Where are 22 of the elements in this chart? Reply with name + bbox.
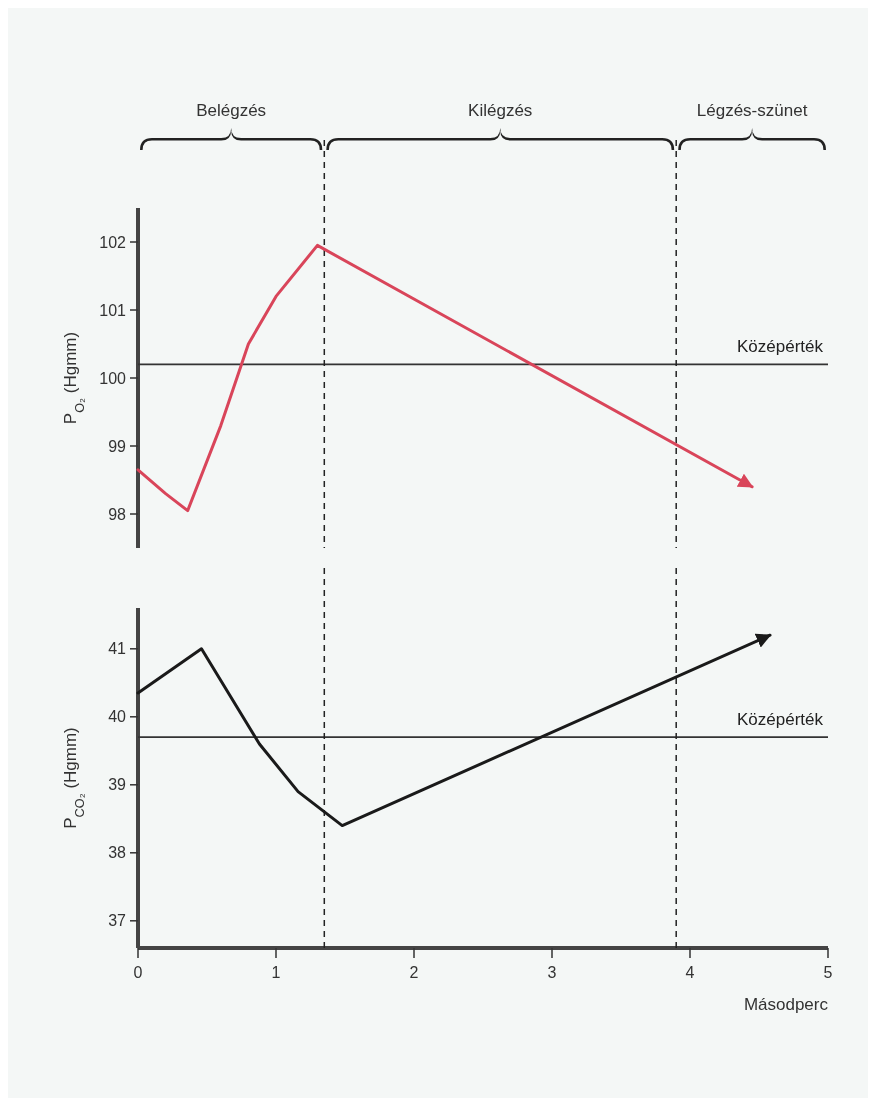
y-tick-label: 99 (108, 437, 127, 455)
x-tick-label: 5 (823, 964, 833, 981)
x-tick-label: 1 (271, 964, 281, 981)
x-tick-label: 3 (547, 964, 557, 981)
y-tick-label: 40 (108, 708, 127, 726)
y-tick-label: 100 (99, 369, 127, 387)
text: Légzés-szünet (696, 101, 808, 120)
y-tick-label: 39 (108, 776, 127, 794)
y-tick-label: 101 (99, 301, 127, 319)
x-tick-label: 4 (685, 964, 695, 981)
ref-line-label: Középérték (737, 337, 824, 357)
x-tick-label: 0 (133, 964, 143, 981)
ref-line-label: Középérték (737, 710, 824, 730)
x-axis-title: Másodperc (743, 995, 829, 1014)
y-tick-label: 41 (108, 640, 127, 658)
y-tick-label: 37 (108, 912, 127, 930)
text: Belégzés (196, 101, 267, 120)
text: Kilégzés (468, 101, 533, 120)
y-tick-label: 38 (108, 844, 127, 862)
y-tick-label: 102 (99, 233, 127, 251)
x-tick-label: 2 (409, 964, 419, 981)
y-tick-label: 98 (108, 505, 127, 523)
